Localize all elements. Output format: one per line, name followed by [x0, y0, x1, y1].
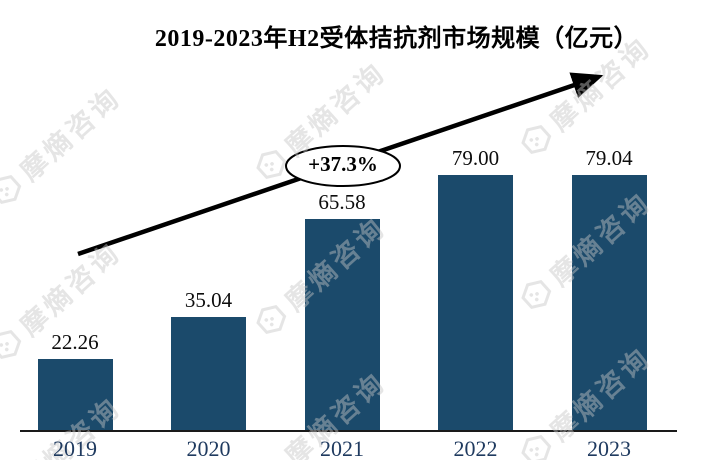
bar-2021 [304, 219, 380, 431]
x-tick-label-2019: 2019 [53, 436, 97, 460]
growth-rate-label: +37.3% [308, 152, 378, 176]
x-tick-label-2020: 2020 [186, 436, 231, 460]
value-label-2022: 79.00 [451, 146, 500, 170]
bar-2020 [171, 317, 246, 431]
growth-ellipse [285, 145, 401, 187]
chart-title: 2019-2023年H2受体拮抗剂市场规模（亿元） [154, 26, 639, 52]
bar-2019 [37, 359, 113, 431]
x-tick-label-2021: 2021 [320, 436, 364, 460]
bar-2022 [438, 175, 513, 431]
x-axis-line [20, 430, 677, 432]
x-tick-label-2022: 2022 [453, 436, 498, 460]
bar-2023 [571, 175, 647, 431]
value-label-2019: 22.26 [51, 330, 99, 354]
value-label-2021: 65.58 [318, 190, 366, 214]
x-tick-label-2023: 2023 [587, 436, 631, 460]
value-label-2023: 79.04 [585, 146, 633, 170]
value-label-2020: 35.04 [184, 288, 233, 312]
